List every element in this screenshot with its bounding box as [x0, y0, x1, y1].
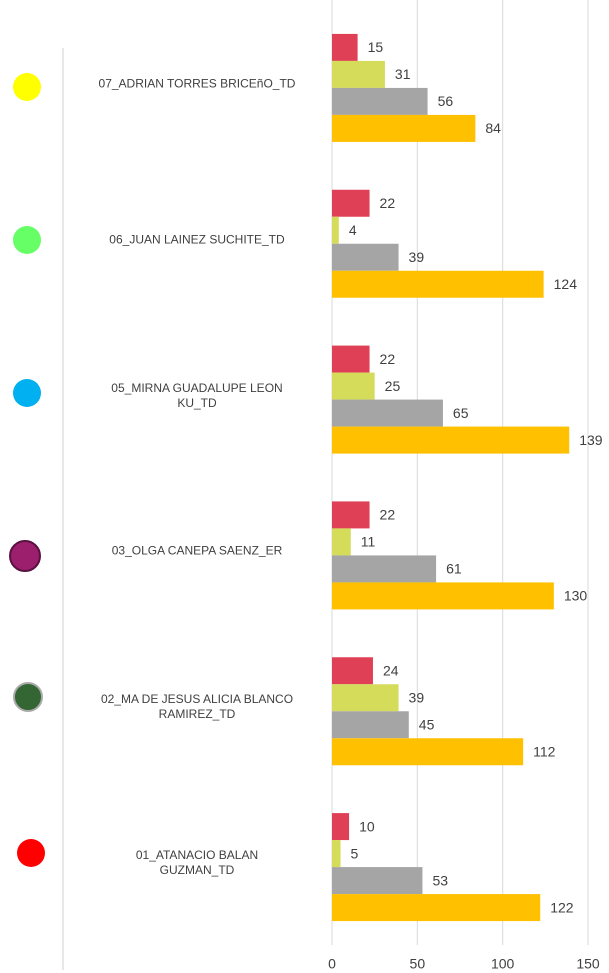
- value-label: 39: [409, 689, 425, 705]
- value-label: 5: [351, 845, 359, 861]
- value-label: 61: [446, 561, 462, 577]
- value-label: 22: [380, 507, 396, 523]
- value-label: 45: [419, 716, 435, 732]
- value-label: 22: [380, 351, 396, 367]
- bar: [332, 270, 544, 298]
- bar: [332, 894, 541, 922]
- bar: [332, 711, 409, 739]
- value-label: 39: [409, 249, 425, 265]
- bar: [332, 528, 351, 556]
- value-label: 25: [385, 378, 401, 394]
- category-label: 06_JUAN LAINEZ SUCHITE_TD: [109, 232, 285, 247]
- bar: [332, 657, 373, 685]
- bar: [332, 867, 423, 895]
- bar: [332, 243, 399, 271]
- bar: [332, 216, 339, 244]
- value-label: 139: [579, 432, 603, 448]
- value-label: 53: [432, 872, 448, 888]
- bar: [332, 555, 437, 583]
- x-tick-label: 100: [491, 956, 515, 972]
- value-label: 11: [361, 534, 376, 550]
- bar: [332, 399, 443, 427]
- bar: [332, 738, 524, 766]
- bar: [332, 345, 370, 373]
- bar: [332, 87, 428, 115]
- bar: [332, 582, 554, 610]
- category-label: 03_OLGA CANEPA SAENZ_ER: [111, 543, 283, 558]
- bar: [332, 114, 476, 142]
- bar: [332, 684, 399, 712]
- bar: [332, 426, 570, 454]
- marker-icon: [17, 839, 45, 867]
- category-label: 07_ADRIAN TORRES BRICEñO_TD: [98, 76, 296, 91]
- marker-icon: [13, 682, 43, 712]
- value-label: 24: [383, 662, 399, 678]
- value-label: 65: [453, 405, 469, 421]
- value-label: 56: [438, 93, 454, 109]
- bar: [332, 60, 385, 88]
- value-label: 31: [395, 66, 411, 82]
- bar: [332, 189, 370, 217]
- x-tick-label: 50: [410, 956, 426, 972]
- bar: [332, 813, 350, 841]
- value-label: 122: [550, 899, 574, 915]
- value-label: 22: [380, 195, 396, 211]
- value-label: 10: [359, 818, 375, 834]
- marker-icon: [13, 379, 41, 407]
- value-label: 15: [368, 39, 384, 55]
- value-label: 112: [533, 743, 556, 759]
- bar: [332, 840, 341, 868]
- marker-icon: [13, 226, 41, 254]
- marker-icon: [13, 73, 41, 101]
- value-label: 4: [349, 222, 357, 238]
- value-label: 124: [554, 276, 578, 292]
- category-label: 01_ATANACIO BALAN GUZMAN_TD: [135, 848, 259, 878]
- x-tick-label: 0: [328, 956, 336, 972]
- marker-icon: [9, 540, 41, 572]
- value-label: 84: [485, 120, 501, 136]
- bar: [332, 33, 358, 61]
- bar: [332, 501, 370, 529]
- x-tick-label: 150: [576, 956, 600, 972]
- category-label: 05_MIRNA GUADALUPE LEON KU_TD: [111, 380, 283, 410]
- value-label: 130: [564, 588, 588, 604]
- category-label: 02_MA DE JESUS ALICIA BLANCO RAMIREZ_TD: [100, 692, 294, 722]
- bar: [332, 372, 375, 400]
